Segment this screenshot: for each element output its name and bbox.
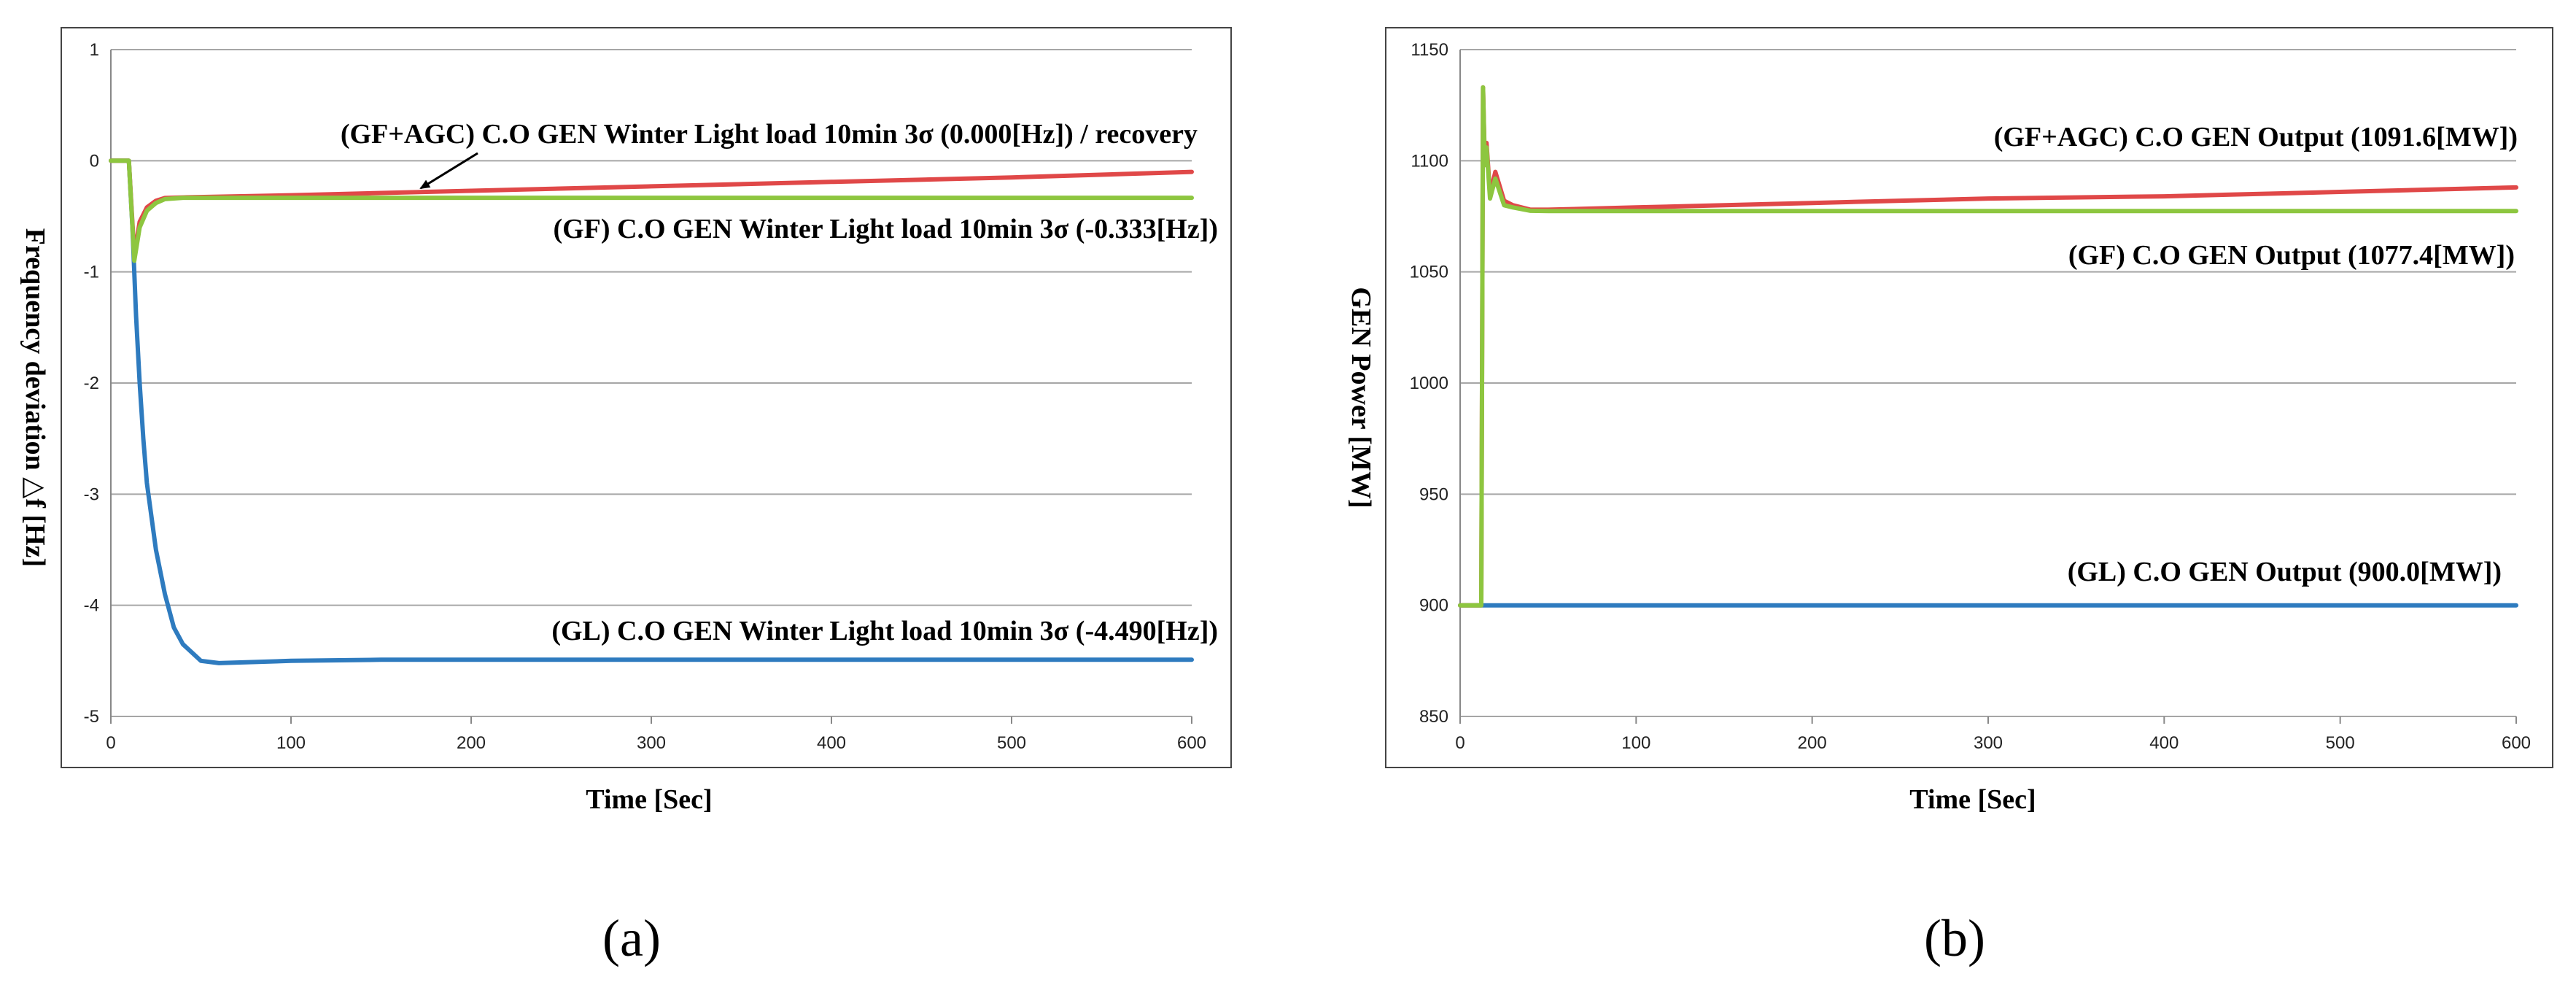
annotation-gf-a: (GF) C.O GEN Winter Light load 10min 3σ … <box>553 214 1218 244</box>
x-axis-title-a: Time [Sec] <box>586 784 712 815</box>
chart-frame-b <box>1385 27 2553 768</box>
x-tick-label: 400 <box>2149 733 2179 753</box>
series-line-3 <box>109 158 1194 263</box>
x-tick-label: 400 <box>817 733 846 753</box>
y-tick-label: 900 <box>1419 596 1448 616</box>
y-tick-label: -3 <box>84 484 99 504</box>
panel-label-b: (b) <box>1924 909 1985 967</box>
y-tick-label: 1150 <box>1411 40 1448 60</box>
y-tick-label: -1 <box>84 263 99 282</box>
annotation-gf-b: (GF) C.O GEN Output (1077.4[MW]) <box>2068 240 2515 271</box>
y-tick-label: 1050 <box>1410 263 1448 282</box>
y-axis-title-a: Frequency deviation △f [Hz] <box>20 228 50 567</box>
x-tick-label: 100 <box>276 733 306 753</box>
y-tick-labels-b: 1150 1100 1050 1000 950 900 850 <box>1410 40 1448 727</box>
x-tick-label: 600 <box>1177 733 1206 753</box>
chart-frame-a <box>61 27 1232 768</box>
annotation-arrow-a <box>419 152 478 190</box>
gridlines-a <box>110 49 1192 724</box>
y-tick-label: 850 <box>1419 707 1448 727</box>
annotation-gl-b: (GL) C.O GEN Output (900.0[MW]) <box>2068 557 2502 587</box>
chart-panel-a: 1 0 -1 -2 -3 -4 -5 0 100 200 300 400 500 600 Time [S… <box>20 27 1232 967</box>
plot-area-b <box>1458 85 2518 608</box>
x-tick-label: 300 <box>1974 733 2003 753</box>
series-line-3 <box>1458 85 2518 608</box>
plot-area-a <box>109 158 1194 665</box>
x-tick-label: 100 <box>1621 733 1650 753</box>
x-tick-labels-b: 0 100 200 300 400 500 600 <box>1455 733 2531 753</box>
x-tick-label: 300 <box>637 733 666 753</box>
y-tick-label: 1100 <box>1411 151 1448 171</box>
x-tick-label: 500 <box>997 733 1026 753</box>
panel-label-a: (a) <box>602 909 661 967</box>
annotation-gf-agc-b: (GF+AGC) C.O GEN Output (1091.6[MW]) <box>1994 122 2518 152</box>
series-line-1 <box>109 158 1194 665</box>
x-tick-label: 0 <box>1455 733 1464 753</box>
x-tick-label: 500 <box>2326 733 2355 753</box>
x-tick-label: 200 <box>1798 733 1827 753</box>
y-tick-label: -5 <box>84 707 99 727</box>
x-tick-label: 200 <box>457 733 486 753</box>
y-tick-label: 0 <box>90 151 99 171</box>
y-tick-label: 1 <box>90 40 99 60</box>
annotation-gl-a: (GL) C.O GEN Winter Light load 10min 3σ … <box>551 616 1218 646</box>
x-tick-label: 600 <box>2502 733 2531 753</box>
y-tick-label: 1000 <box>1410 374 1448 393</box>
y-tick-label: -4 <box>84 596 99 616</box>
annotation-gf-agc-a: (GF+AGC) C.O GEN Winter Light load 10min… <box>341 119 1198 150</box>
chart-panel-b: 1150 1100 1050 1000 950 900 850 0 100 200 300 400 5… <box>1346 27 2553 967</box>
y-tick-label: -2 <box>84 374 99 393</box>
x-tick-label: 0 <box>106 733 115 753</box>
y-tick-label: 950 <box>1419 484 1448 504</box>
x-tick-labels-a: 0 100 200 300 400 500 600 <box>106 733 1206 753</box>
y-axis-title-b: GEN Power [MW] <box>1346 287 1376 508</box>
y-tick-labels-a: 1 0 -1 -2 -3 -4 -5 <box>84 40 99 727</box>
x-axis-title-b: Time [Sec] <box>1909 784 2036 815</box>
